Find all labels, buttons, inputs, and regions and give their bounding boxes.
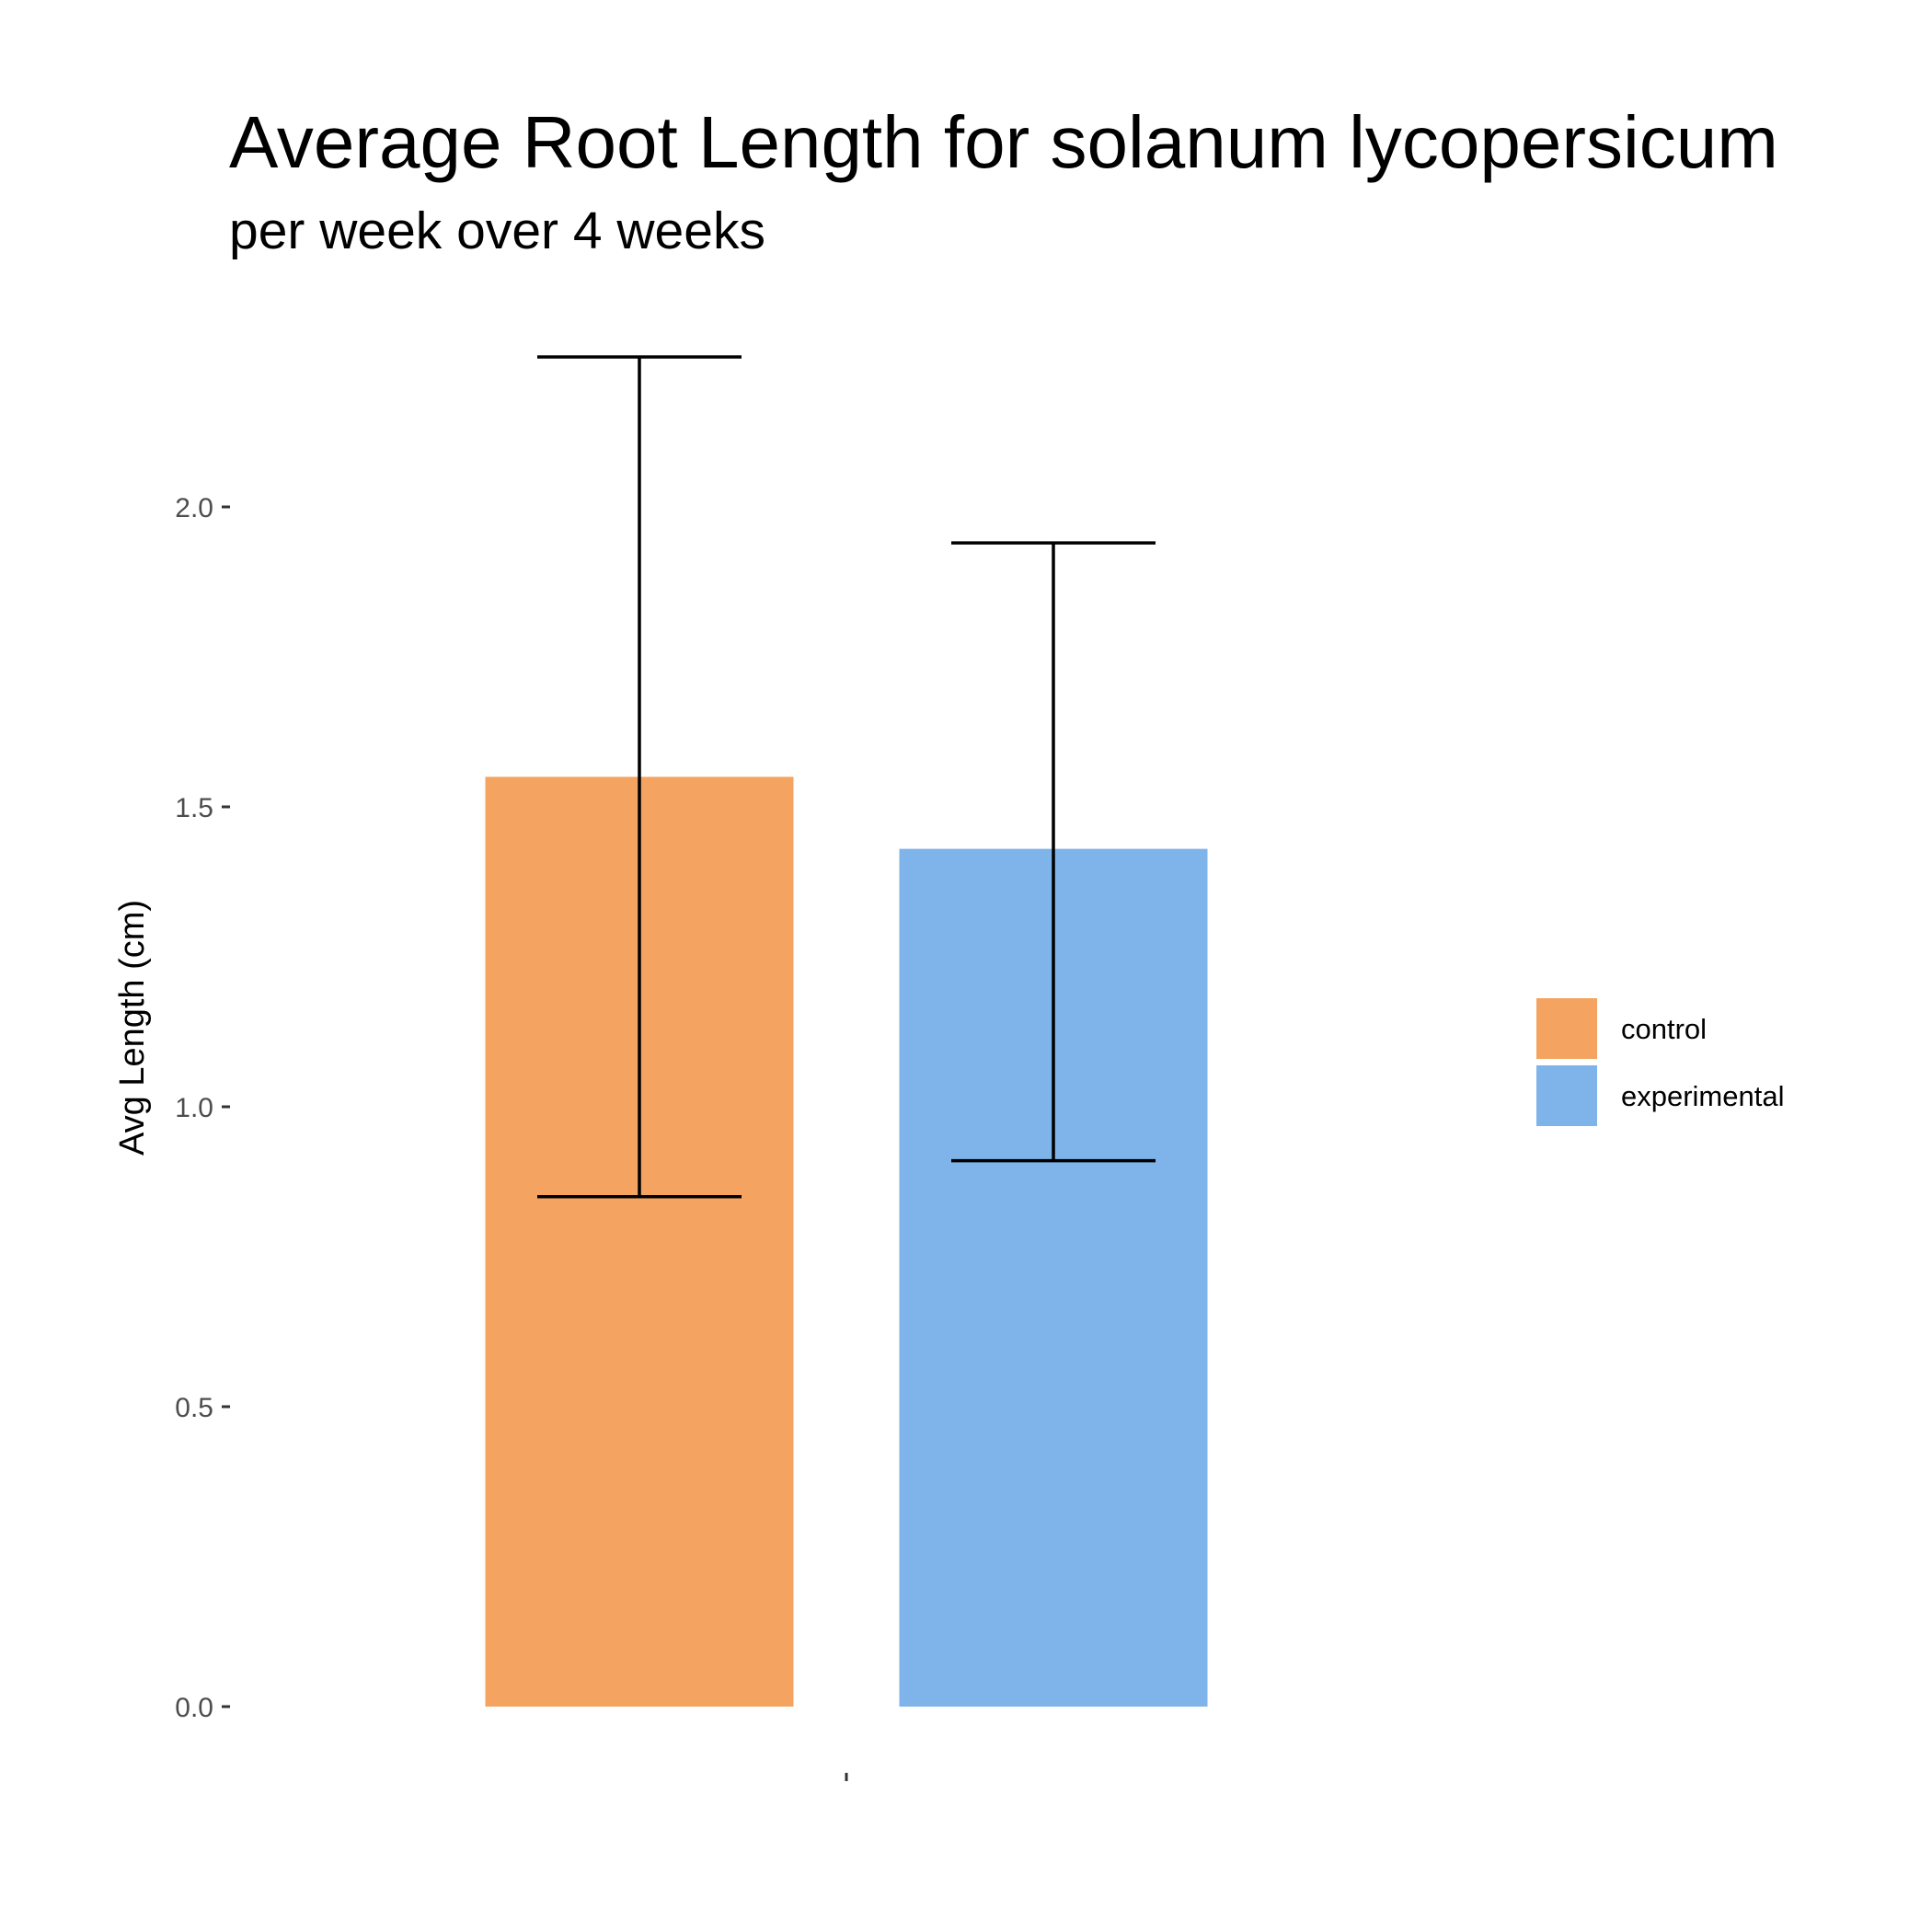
- error-bar-experimental: [951, 541, 1156, 1163]
- error-bar-control: [537, 355, 742, 1199]
- y-tick-label: 0.0: [175, 1693, 213, 1723]
- chart-subtitle: per week over 4 weeks: [229, 201, 765, 260]
- legend-label-control: control: [1621, 1013, 1707, 1045]
- bars: [485, 776, 1208, 1707]
- y-axis-title: Avg Length (cm): [113, 900, 152, 1156]
- y-tick-label: 1.5: [175, 793, 213, 823]
- y-tick-label: 0.5: [175, 1393, 213, 1423]
- chart-title: Average Root Length for solanum lycopers…: [229, 101, 1778, 183]
- y-axis: 0.0 0.5 1.0 1.5 2.0: [175, 493, 230, 1723]
- legend-label-experimental: experimental: [1621, 1080, 1784, 1112]
- legend: control experimental: [1536, 998, 1784, 1126]
- error-bars: [537, 355, 1156, 1199]
- legend-key-control: [1536, 998, 1597, 1059]
- y-tick-label: 1.0: [175, 1093, 213, 1123]
- legend-key-experimental: [1536, 1065, 1597, 1126]
- y-tick-label: 2.0: [175, 493, 213, 523]
